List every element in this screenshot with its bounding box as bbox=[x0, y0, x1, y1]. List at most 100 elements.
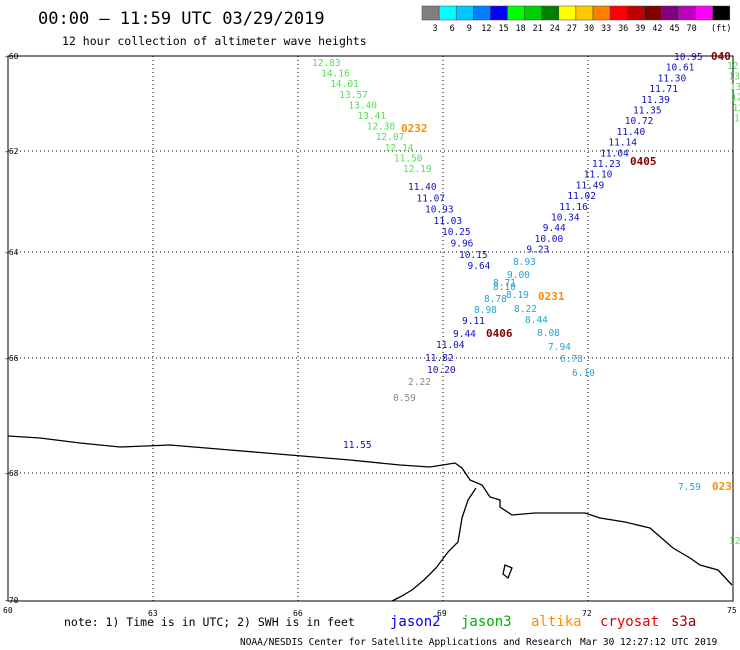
legend-swatch bbox=[507, 5, 525, 21]
page-subtitle: 12 hour collection of altimeter wave hei… bbox=[62, 34, 367, 48]
legend-swatch bbox=[524, 5, 542, 21]
legend-swatch bbox=[473, 5, 491, 21]
legend-tick-label: 3 bbox=[433, 24, 438, 34]
footer-timestamp: Mar 30 12:27:12 UTC 2019 bbox=[580, 637, 718, 648]
jason3-value: 13.40 bbox=[348, 100, 377, 111]
jason2-value: 11.55 bbox=[343, 440, 372, 451]
altimeter-value: 8.44 bbox=[525, 315, 548, 326]
lat-label-68: -68 bbox=[4, 469, 19, 478]
legend-swatch bbox=[712, 5, 731, 21]
lat-label-64: -64 bbox=[4, 248, 19, 257]
altimeter-value: 7.94 bbox=[548, 342, 571, 353]
legend-swatch bbox=[541, 5, 560, 21]
time-label-0406: 0406 bbox=[486, 327, 513, 340]
legend-tick-label: 6 bbox=[450, 24, 455, 34]
altimeter-value: 7.59 bbox=[678, 482, 701, 493]
color-legend: 3 6 9 12 15 18 21 24 27 30 33 36 39 42 45 70 bbox=[421, 5, 731, 34]
legend-tick-label: 30 bbox=[584, 24, 594, 34]
sat-altika: altika bbox=[531, 614, 582, 630]
jason2-value: 10.61 bbox=[666, 63, 695, 74]
ice-shelf-outline bbox=[391, 487, 477, 602]
jason2-value: 11.10 bbox=[584, 170, 613, 181]
legend-tick-label: 18 bbox=[515, 24, 525, 34]
inlet-outline bbox=[502, 564, 513, 580]
legend-swatch bbox=[609, 5, 628, 21]
jason2-value: 10.15 bbox=[459, 250, 488, 261]
jason2-value: 9.44 bbox=[543, 223, 566, 234]
legend-swatch bbox=[575, 5, 594, 21]
altimeter-value: 8.10 bbox=[493, 282, 516, 293]
jason3-value: 13.57 bbox=[339, 90, 368, 101]
jason2-value: 11.49 bbox=[576, 180, 605, 191]
jason3-value: 12.07 bbox=[376, 132, 405, 143]
longitude-labels: 60 63 66 69 72 75 bbox=[3, 606, 737, 618]
jason2-value: 10.00 bbox=[535, 234, 564, 245]
altimeter-value: 9.00 bbox=[507, 270, 530, 281]
legend-swatch bbox=[661, 5, 679, 21]
legend-tick-label: 45 bbox=[669, 24, 679, 34]
jason3-value-edge: 12. bbox=[729, 536, 740, 547]
jason2-value: 11.35 bbox=[633, 106, 662, 117]
jason2-value: 11.40 bbox=[617, 127, 646, 138]
plot-frame bbox=[7, 55, 734, 602]
jason2-value: 9.11 bbox=[462, 316, 485, 327]
footer-note: note: 1) Time is in UTC; 2) SWH is in fe… bbox=[64, 615, 355, 629]
altimeter-value: 6.78 bbox=[560, 354, 583, 365]
jason3-value-edge: 12. bbox=[733, 103, 740, 114]
altimeter-value: 8.08 bbox=[537, 328, 560, 339]
legend-tick-label: 15 bbox=[498, 24, 508, 34]
legend-swatch bbox=[678, 5, 696, 21]
legend-unit: (ft) bbox=[711, 24, 731, 34]
jason2-value: 11.07 bbox=[417, 193, 446, 204]
sat-cryosat: cryosat bbox=[600, 614, 659, 630]
jason2-value: 11.40 bbox=[408, 182, 437, 193]
altimeter-value: 8.78 bbox=[484, 294, 507, 305]
time-label-0405: 0405 bbox=[630, 155, 657, 168]
lon-label-63: 63 bbox=[148, 609, 158, 618]
jason2-value: 11.16 bbox=[559, 202, 588, 213]
jason2-value: 9.44 bbox=[453, 329, 476, 340]
legend-tick-label: 12 bbox=[481, 24, 491, 34]
jason3-value: 14.16 bbox=[321, 69, 350, 80]
jason3-value-edge: 11. bbox=[734, 114, 740, 125]
legend-swatch bbox=[455, 5, 474, 21]
legend-tick-label: 21 bbox=[533, 24, 543, 34]
jason2-value: 10.95 bbox=[674, 52, 703, 63]
antarctic-coastline bbox=[7, 435, 733, 586]
jason2-value: 9.64 bbox=[468, 261, 491, 272]
jason3-value: 12.14 bbox=[385, 143, 414, 154]
lon-label-66: 66 bbox=[293, 609, 303, 618]
jason3-value-edge: 12. bbox=[731, 93, 740, 104]
jason2-value: 11.03 bbox=[434, 216, 463, 227]
altimeter-value: 8.19 bbox=[506, 290, 529, 301]
jason3-value: 11.50 bbox=[394, 153, 423, 164]
time-labels: 0232 0405 0231 0406 040 023 bbox=[401, 50, 732, 493]
jason2-value: 10.20 bbox=[427, 365, 456, 376]
jason2-value: 11.04 bbox=[600, 148, 629, 159]
legend-swatch bbox=[626, 5, 645, 21]
low-quality-value: 2.22 bbox=[408, 377, 431, 388]
legend-tick-label: 9 bbox=[467, 24, 472, 34]
legend-swatch bbox=[421, 5, 440, 21]
lon-label-72: 72 bbox=[582, 609, 592, 618]
jason2-value: 11.14 bbox=[608, 138, 637, 149]
legend-tick-label: 33 bbox=[601, 24, 611, 34]
graticule bbox=[8, 56, 733, 601]
jason3-value: 13.41 bbox=[358, 111, 387, 122]
time-label-0232: 0232 bbox=[401, 122, 428, 135]
page-title: 00:00 – 11:59 UTC 03/29/2019 bbox=[38, 9, 325, 29]
jason2-value: 11.71 bbox=[649, 84, 678, 95]
lat-label-60: -60 bbox=[4, 52, 19, 61]
time-label-0231: 0231 bbox=[538, 290, 565, 303]
legend-swatch bbox=[558, 5, 577, 21]
legend-swatch bbox=[695, 5, 713, 21]
footer-credit: NOAA/NESDIS Center for Satellite Applica… bbox=[240, 637, 572, 648]
jason2-value: 11.39 bbox=[641, 95, 670, 106]
jason2-value: 9.23 bbox=[526, 245, 549, 256]
jason3-value: 12.19 bbox=[403, 164, 432, 175]
sat-jason3: jason3 bbox=[461, 614, 512, 630]
time-label-edge-right: 023 bbox=[712, 480, 732, 493]
altimeter-value: 6.10 bbox=[572, 368, 595, 379]
altimeter-value: 8.93 bbox=[513, 257, 536, 268]
